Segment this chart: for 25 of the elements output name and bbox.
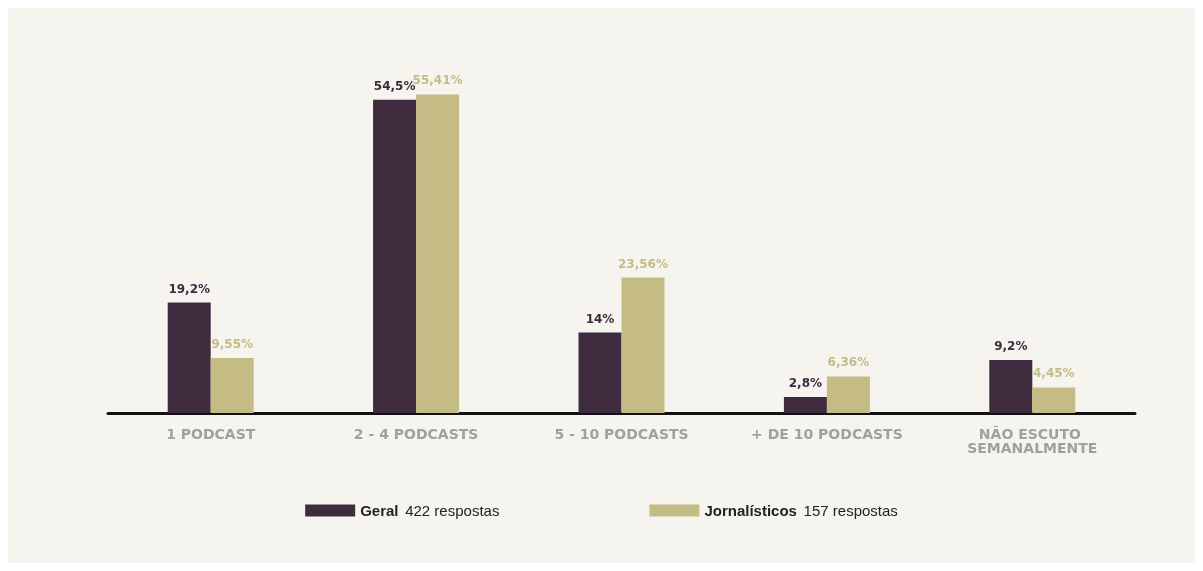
data-label: 6,36% <box>827 355 870 370</box>
data-label: 9,2% <box>994 339 1028 354</box>
x-tick-label: + DE 10 PODCASTS <box>751 426 903 442</box>
x-tick-label: NÃO ESCUTO SEMANALMENTE <box>967 426 1098 456</box>
data-label: 9,55% <box>211 337 254 352</box>
data-label: 4,45% <box>1032 366 1075 381</box>
x-tick-label: 2 - 4 PODCASTS <box>353 426 479 442</box>
data-label: 19,2% <box>168 281 211 296</box>
x-tick-label: 1 PODCAST <box>166 426 256 442</box>
data-label: 23,56% <box>618 256 668 271</box>
bar <box>783 396 827 413</box>
legend-label: Jornalísticos 157 respostas <box>704 502 898 519</box>
bar <box>989 360 1033 413</box>
bar <box>578 332 622 413</box>
data-label: 2,8% <box>788 375 823 390</box>
bar <box>167 302 211 413</box>
bar <box>373 99 417 413</box>
data-label: 14% <box>585 311 615 326</box>
bar <box>1032 387 1076 413</box>
bar <box>826 376 870 413</box>
bar <box>416 94 460 413</box>
legend-label: Geral 422 respostas <box>360 502 500 519</box>
bar <box>621 277 665 413</box>
bar <box>210 358 254 413</box>
x-tick-label: 5 - 10 PODCASTS <box>554 426 689 442</box>
